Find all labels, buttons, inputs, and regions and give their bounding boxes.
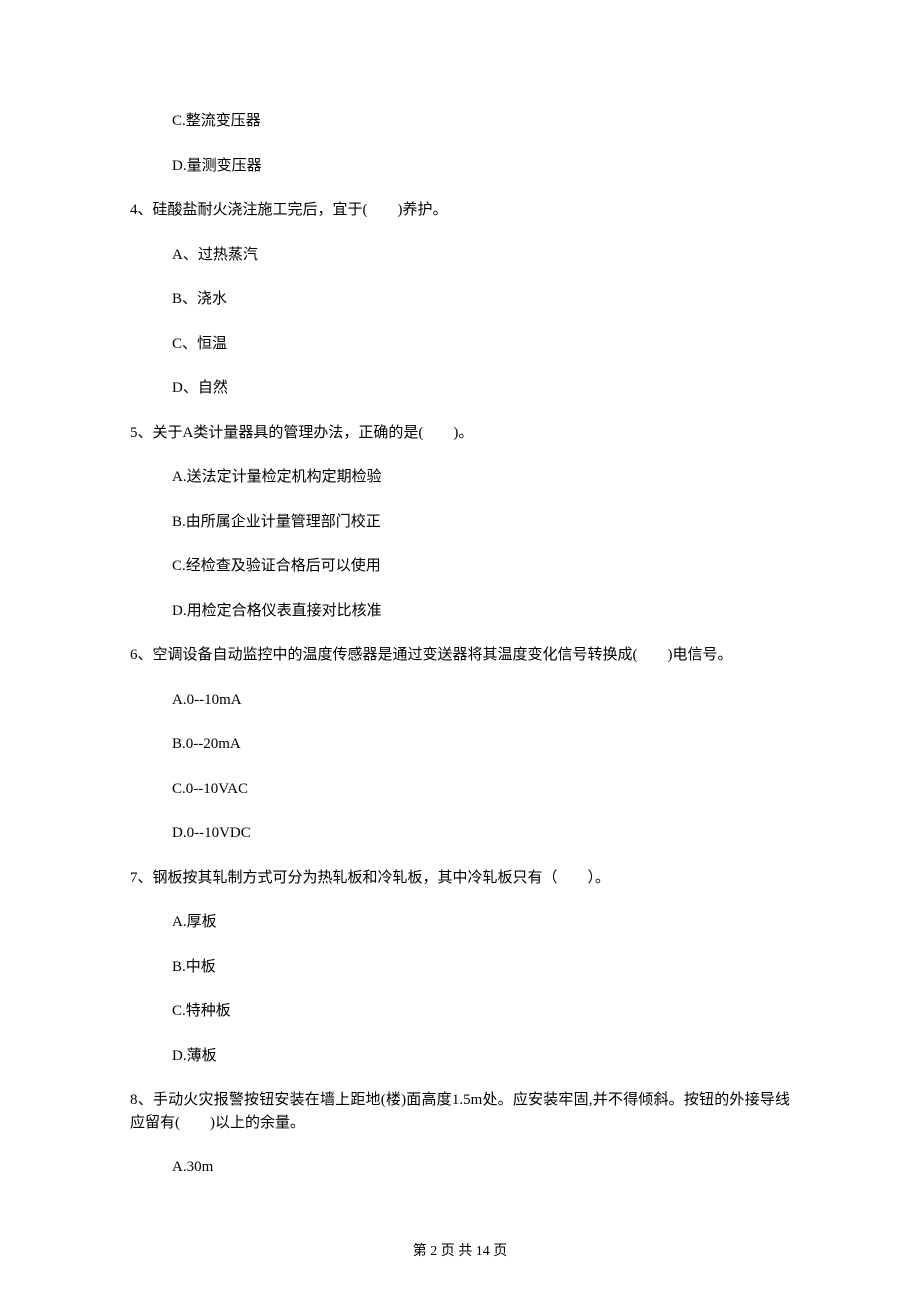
- prev-option-c: C.整流变压器: [130, 110, 790, 133]
- question-5-option-c: C.经检查及验证合格后可以使用: [130, 555, 790, 578]
- question-7-option-a: A.厚板: [130, 911, 790, 934]
- question-8-stem: 8、手动火灾报警按钮安装在墙上距地(楼)面高度1.5m处。应安装牢固,并不得倾斜…: [130, 1089, 790, 1134]
- question-4-option-d: D、自然: [130, 377, 790, 400]
- page-footer: 第 2 页 共 14 页: [0, 1241, 920, 1262]
- question-8-option-a: A.30m: [130, 1156, 790, 1179]
- prev-option-d: D.量测变压器: [130, 155, 790, 178]
- question-6-option-d: D.0--10VDC: [130, 822, 790, 845]
- question-4-option-b: B、浇水: [130, 288, 790, 311]
- question-7-stem: 7、钢板按其轧制方式可分为热轧板和冷轧板，其中冷轧板只有（ ）。: [130, 867, 790, 890]
- question-4-option-c: C、恒温: [130, 333, 790, 356]
- question-6-option-b: B.0--20mA: [130, 733, 790, 756]
- question-4-option-a: A、过热蒸汽: [130, 244, 790, 267]
- question-6-option-c: C.0--10VAC: [130, 778, 790, 801]
- question-5-stem: 5、关于A类计量器具的管理办法，正确的是( )。: [130, 422, 790, 445]
- question-7-option-b: B.中板: [130, 956, 790, 979]
- question-5-option-d: D.用检定合格仪表直接对比核准: [130, 600, 790, 623]
- question-5-option-a: A.送法定计量检定机构定期检验: [130, 466, 790, 489]
- question-6-stem: 6、空调设备自动监控中的温度传感器是通过变送器将其温度变化信号转换成( )电信号…: [130, 644, 790, 667]
- question-5-option-b: B.由所属企业计量管理部门校正: [130, 511, 790, 534]
- question-7-option-c: C.特种板: [130, 1000, 790, 1023]
- question-6-option-a: A.0--10mA: [130, 689, 790, 712]
- question-7-option-d: D.薄板: [130, 1045, 790, 1068]
- question-4-stem: 4、硅酸盐耐火浇注施工完后，宜于( )养护。: [130, 199, 790, 222]
